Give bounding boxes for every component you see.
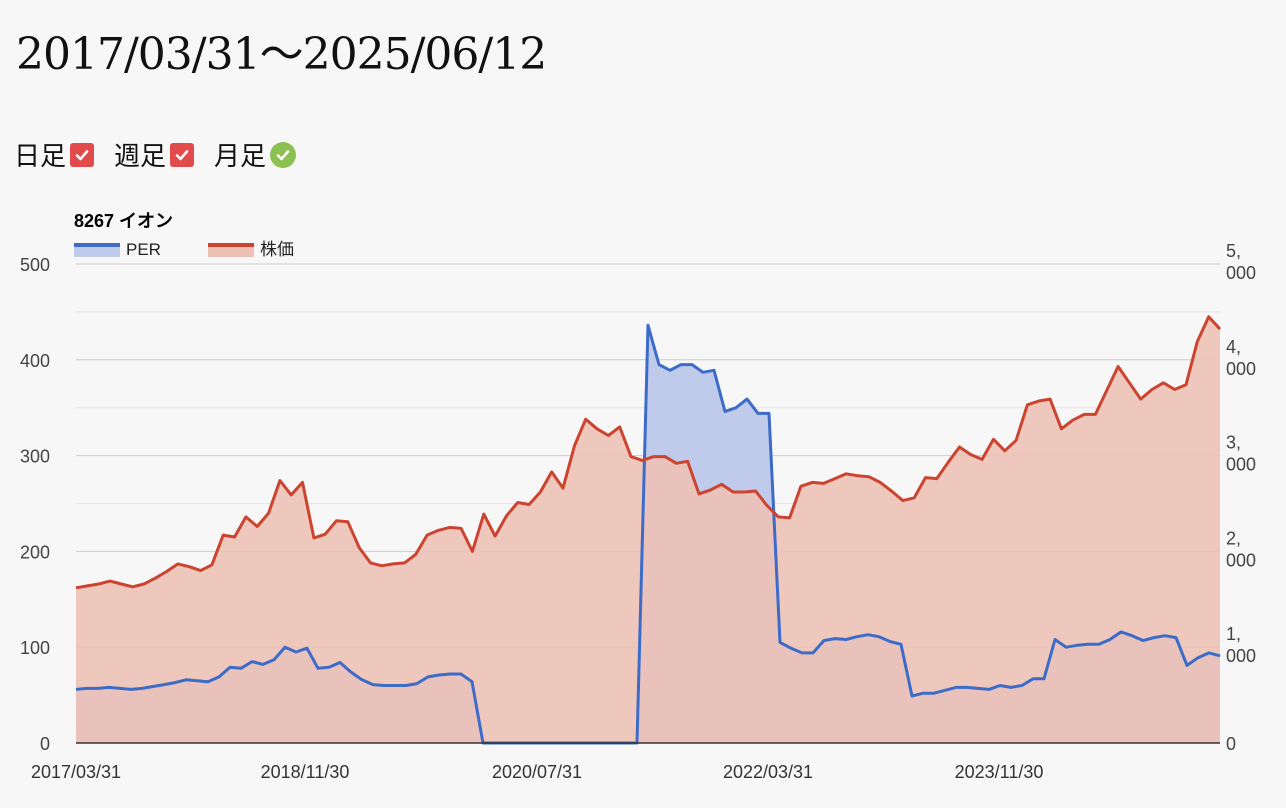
toggle-weekly-label: 週足 [114, 142, 167, 172]
legend: 8267 イオン PER 株価 [74, 211, 294, 259]
page-title: 2017/03/31〜2025/06/12 [16, 29, 547, 80]
left-axis-tick-label: 200 [20, 542, 50, 562]
right-axis-tick-label: 0 [1226, 734, 1236, 754]
series-lines [75, 315, 1222, 745]
toggle-daily-label: 日足 [14, 142, 67, 172]
interval-toggles: 日足 週足 月足 [14, 136, 316, 173]
check-circle-icon[interactable] [270, 141, 297, 168]
right-axis-tick-label: 3, 000 [1226, 433, 1256, 475]
x-axis-tick-label: 2022/03/31 [723, 762, 813, 782]
left-axis-tick-label: 400 [20, 351, 50, 371]
x-axis-tick-label: 2020/07/31 [492, 762, 582, 782]
legend-line-per [74, 243, 120, 247]
x-axis-tick-label: 2017/03/31 [31, 762, 121, 782]
toggle-daily[interactable]: 日足 [14, 136, 95, 173]
x-axis-tick-label: 2018/11/30 [261, 762, 350, 782]
series-line-per [75, 323, 1221, 745]
checkbox-checked-icon[interactable] [70, 142, 95, 167]
right-axis-tick-label: 1, 000 [1226, 624, 1256, 666]
legend-label-per: PER [126, 240, 161, 259]
left-axis-tick-label: 300 [20, 447, 50, 467]
legend-label-price: 株価 [260, 240, 294, 259]
left-axis-tick-label: 500 [20, 255, 50, 275]
toggle-monthly[interactable]: 月足 [214, 136, 297, 173]
right-axis-tick-label: 5, 000 [1226, 241, 1256, 283]
left-axis-tick-label: 0 [40, 734, 50, 754]
x-axis-tick-label: 2023/11/30 [955, 762, 1044, 782]
chart-title: 8267 イオン [74, 211, 173, 231]
legend-line-price [208, 243, 254, 247]
right-axis-tick-label: 2, 000 [1226, 528, 1256, 570]
left-axis-tick-label: 100 [20, 638, 50, 658]
right-axis-tick-label: 4, 000 [1226, 337, 1256, 379]
toggle-weekly[interactable]: 週足 [114, 136, 195, 173]
series-areas [76, 316, 1220, 743]
axes: 0 100 200 300 400 500 0 1, 000 2, 000 3, 000 4, 000 5, 0… [20, 241, 1256, 782]
per-price-chart: 0 100 200 300 400 500 0 1, 000 2, 000 3, 000 4, 000 5, 0… [20, 211, 1256, 782]
series-area-price [76, 316, 1220, 743]
series-line-price [75, 315, 1222, 590]
checkbox-checked-icon[interactable] [170, 142, 195, 167]
toggle-monthly-label: 月足 [214, 142, 267, 172]
